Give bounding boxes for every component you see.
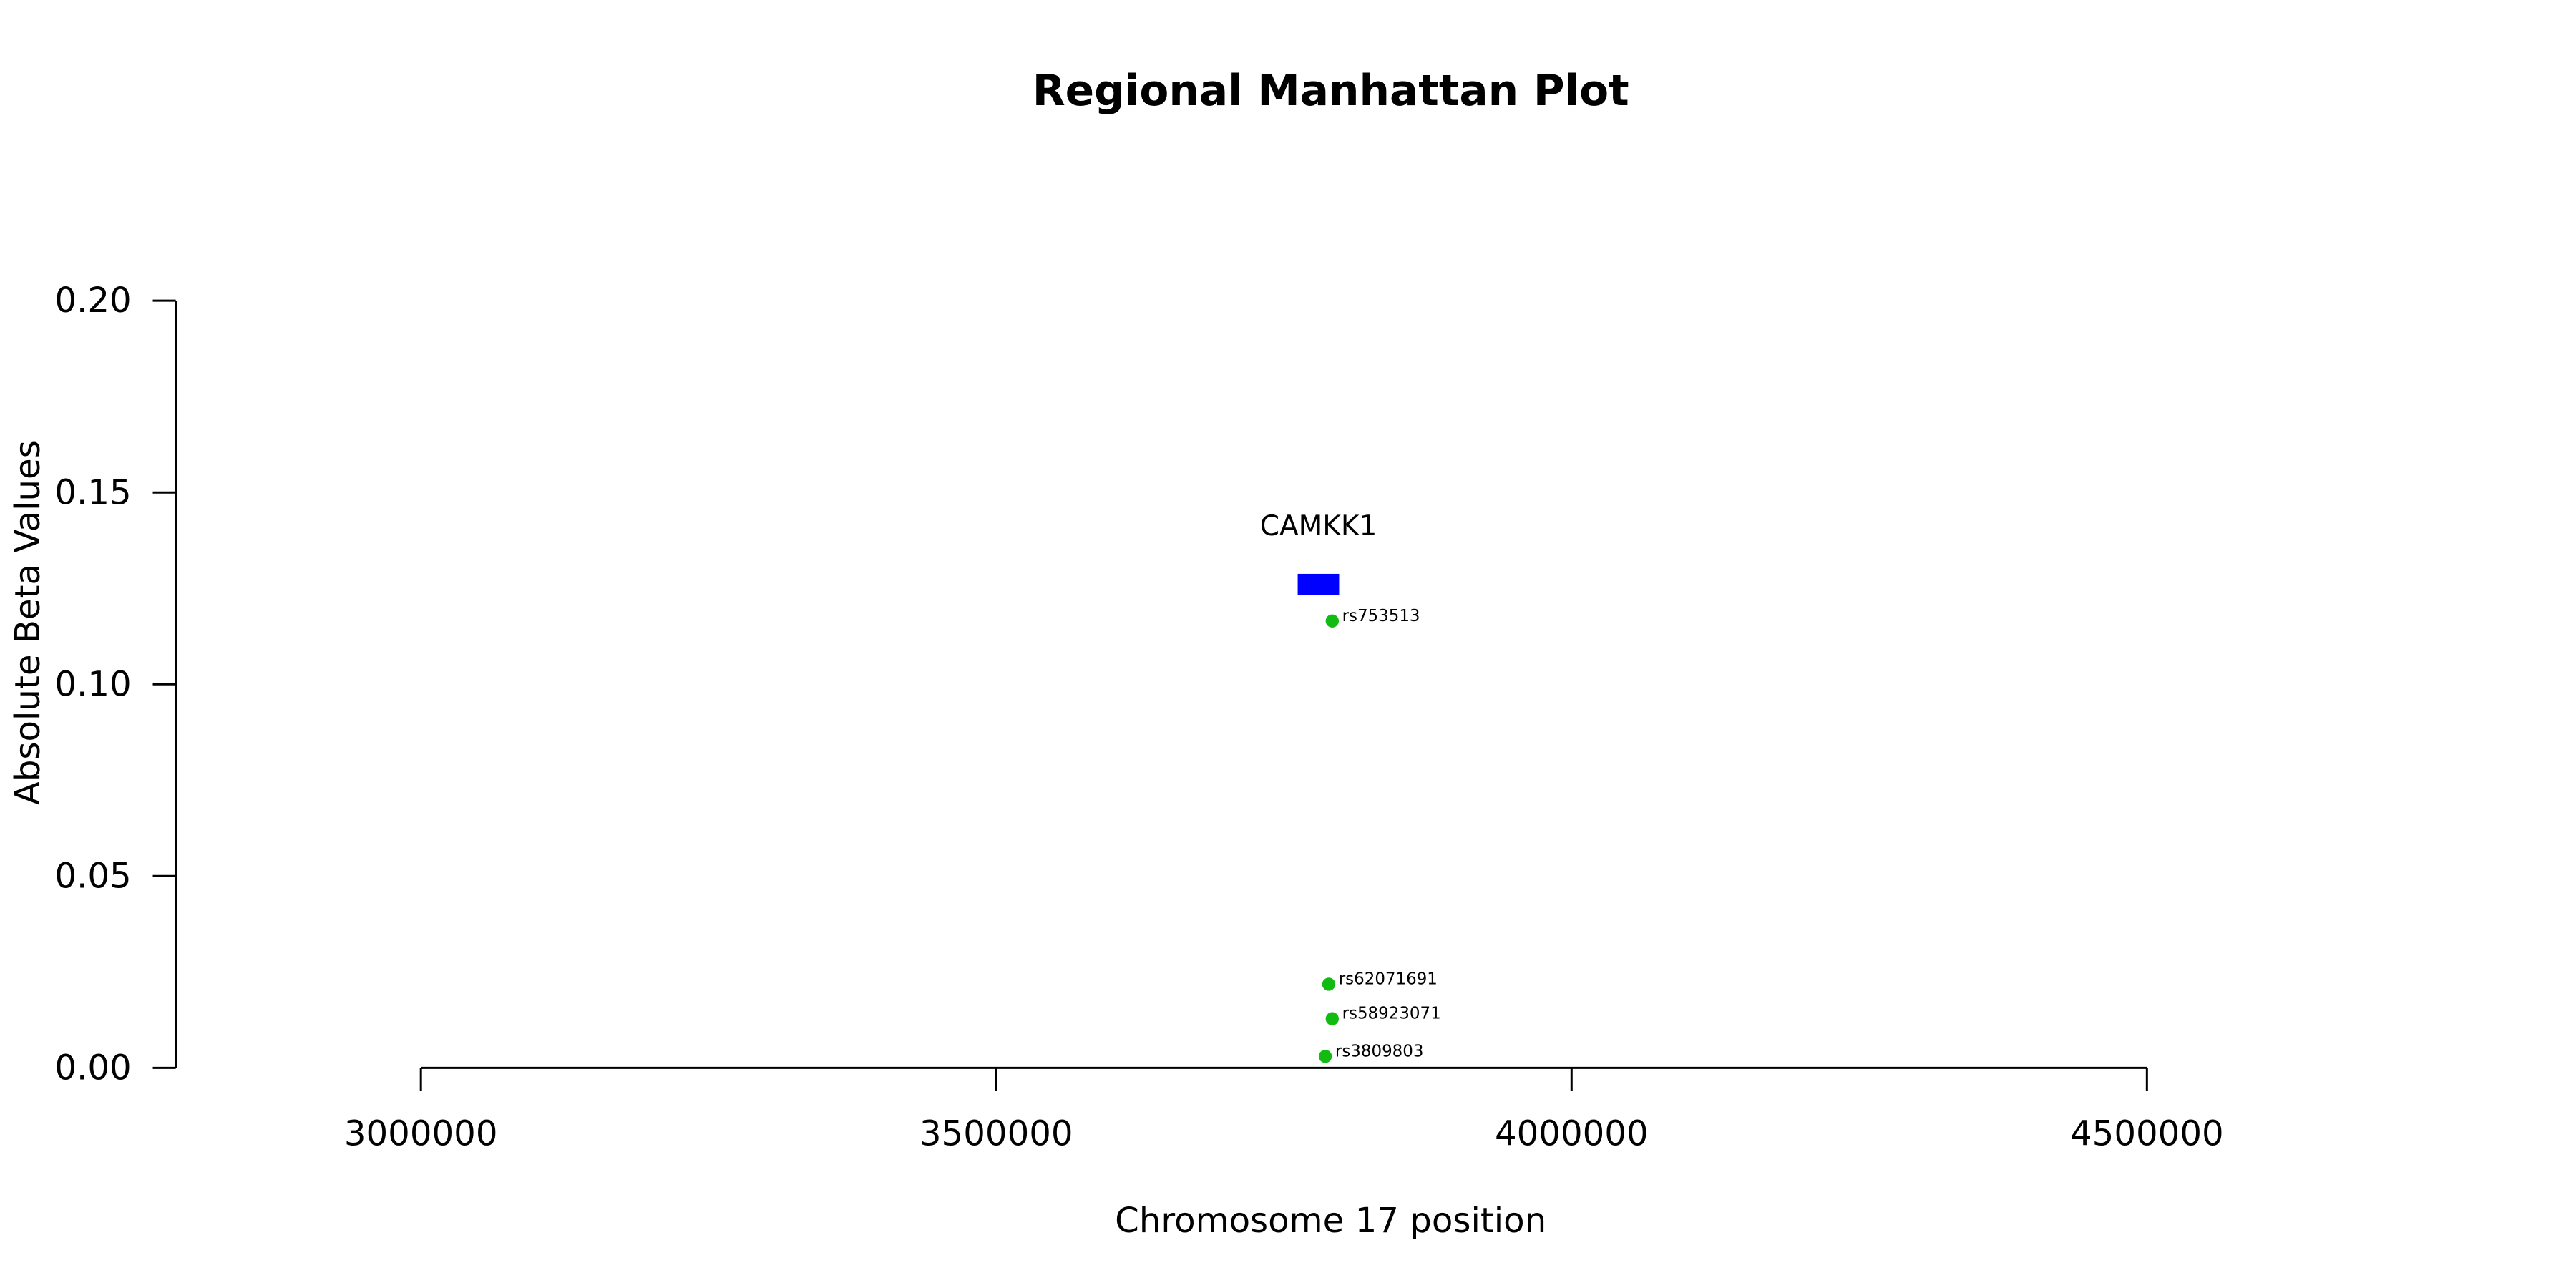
x-tick-label: 3500000 — [919, 1113, 1073, 1153]
y-tick-label: 0.15 — [54, 472, 131, 512]
x-tick-label: 4500000 — [2070, 1113, 2224, 1153]
x-tick-label: 3000000 — [344, 1113, 498, 1153]
snp-label: rs753513 — [1342, 607, 1420, 625]
y-tick-label: 0.00 — [54, 1048, 131, 1088]
snp-point — [1322, 977, 1336, 991]
gene-label: CAMKK1 — [1260, 510, 1377, 542]
snp-point — [1325, 614, 1339, 628]
y-tick-label: 0.05 — [54, 856, 131, 896]
snp-point — [1318, 1050, 1332, 1063]
snp-point — [1325, 1012, 1339, 1025]
x-axis-label: Chromosome 17 position — [1115, 1201, 1546, 1241]
chart-title: Regional Manhattan Plot — [1033, 67, 1629, 116]
x-tick-label: 4000000 — [1495, 1113, 1649, 1153]
y-axis-label: Absolute Beta Values — [8, 440, 48, 805]
snp-label: rs58923071 — [1342, 1005, 1441, 1023]
snp-label: rs3809803 — [1335, 1042, 1424, 1060]
y-tick-label: 0.10 — [54, 664, 131, 704]
y-tick-label: 0.20 — [54, 280, 131, 321]
snp-label: rs62071691 — [1339, 970, 1438, 988]
gene-box — [1297, 573, 1340, 595]
